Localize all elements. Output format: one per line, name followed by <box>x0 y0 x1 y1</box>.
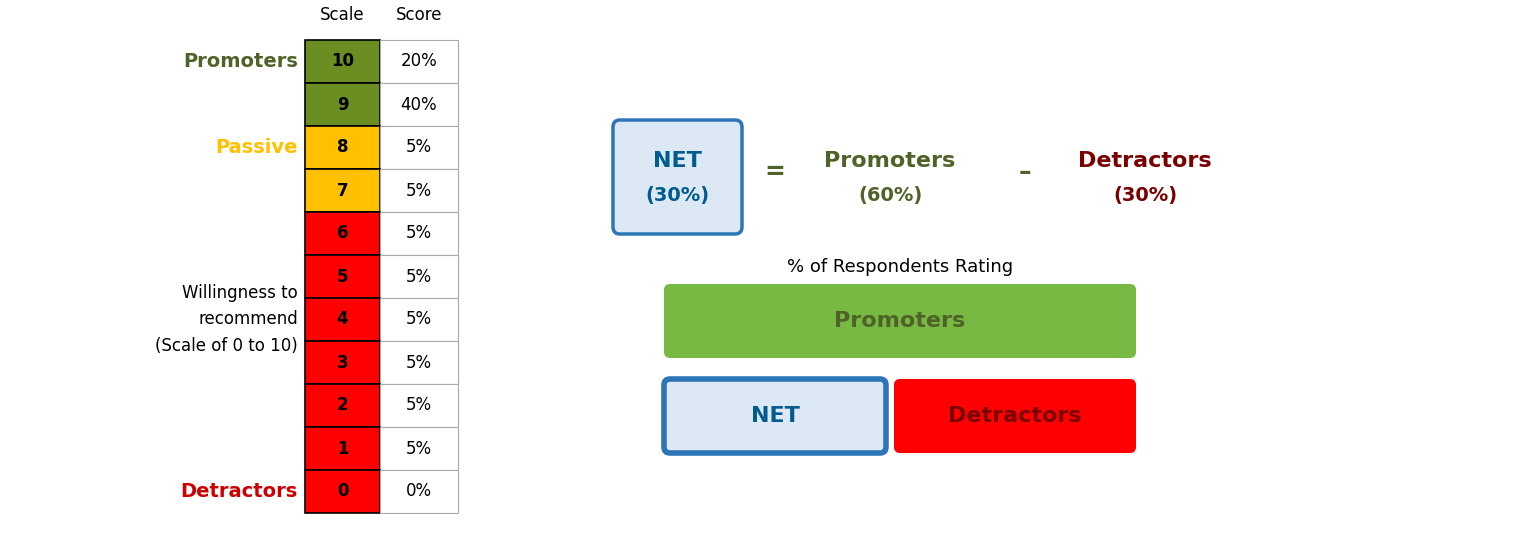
Text: 1: 1 <box>336 439 348 458</box>
Bar <box>380 298 458 341</box>
Text: 20%: 20% <box>400 53 437 70</box>
Text: % of Respondents Rating: % of Respondents Rating <box>787 258 1013 276</box>
Bar <box>306 40 380 83</box>
FancyBboxPatch shape <box>665 379 886 453</box>
Text: 4: 4 <box>336 310 348 329</box>
Bar <box>306 384 380 427</box>
Bar <box>380 126 458 169</box>
Bar <box>306 255 380 298</box>
Bar <box>306 427 380 470</box>
Text: 40%: 40% <box>400 96 437 113</box>
Text: NET: NET <box>652 151 701 171</box>
Bar <box>306 83 380 126</box>
Bar <box>306 212 380 255</box>
Bar <box>380 212 458 255</box>
Bar <box>306 298 380 341</box>
FancyBboxPatch shape <box>665 284 1135 358</box>
Bar <box>380 470 458 513</box>
Text: Passive: Passive <box>215 138 298 157</box>
Text: NET: NET <box>750 406 799 426</box>
Bar <box>380 83 458 126</box>
Text: 8: 8 <box>336 139 348 156</box>
FancyBboxPatch shape <box>894 379 1135 453</box>
Text: (30%): (30%) <box>645 185 709 205</box>
FancyBboxPatch shape <box>613 120 743 234</box>
Text: Detractors: Detractors <box>180 482 298 501</box>
Bar <box>306 470 380 513</box>
Text: 5%: 5% <box>406 396 432 415</box>
Text: Scale: Scale <box>321 6 365 24</box>
Text: 5%: 5% <box>406 353 432 372</box>
Bar <box>306 341 380 384</box>
Text: 3: 3 <box>336 353 348 372</box>
Text: Promoters: Promoters <box>825 151 955 171</box>
Text: Promoters: Promoters <box>183 52 298 71</box>
Bar <box>380 255 458 298</box>
Text: (30%): (30%) <box>1112 185 1177 205</box>
Text: 5%: 5% <box>406 267 432 286</box>
Bar <box>380 169 458 212</box>
Text: 2: 2 <box>336 396 348 415</box>
Text: 5%: 5% <box>406 224 432 243</box>
Text: 5%: 5% <box>406 139 432 156</box>
Text: 5%: 5% <box>406 310 432 329</box>
Text: Detractors: Detractors <box>1079 151 1212 171</box>
Text: 5: 5 <box>336 267 348 286</box>
Text: (60%): (60%) <box>857 185 921 205</box>
Text: 5%: 5% <box>406 182 432 200</box>
Text: =: = <box>764 160 785 184</box>
Text: –: – <box>1019 160 1031 184</box>
Bar <box>306 126 380 169</box>
Text: 0%: 0% <box>406 483 432 500</box>
Text: 5%: 5% <box>406 439 432 458</box>
Bar <box>306 169 380 212</box>
Text: 10: 10 <box>332 53 354 70</box>
Bar <box>380 40 458 83</box>
Text: 0: 0 <box>336 483 348 500</box>
Text: 7: 7 <box>336 182 348 200</box>
Bar <box>380 341 458 384</box>
Text: 9: 9 <box>336 96 348 113</box>
Text: Score: Score <box>396 6 442 24</box>
Text: Promoters: Promoters <box>834 311 966 331</box>
Bar <box>380 384 458 427</box>
Text: Willingness to
recommend
(Scale of 0 to 10): Willingness to recommend (Scale of 0 to … <box>156 284 298 355</box>
Text: Detractors: Detractors <box>949 406 1082 426</box>
Text: 6: 6 <box>336 224 348 243</box>
Bar <box>380 427 458 470</box>
